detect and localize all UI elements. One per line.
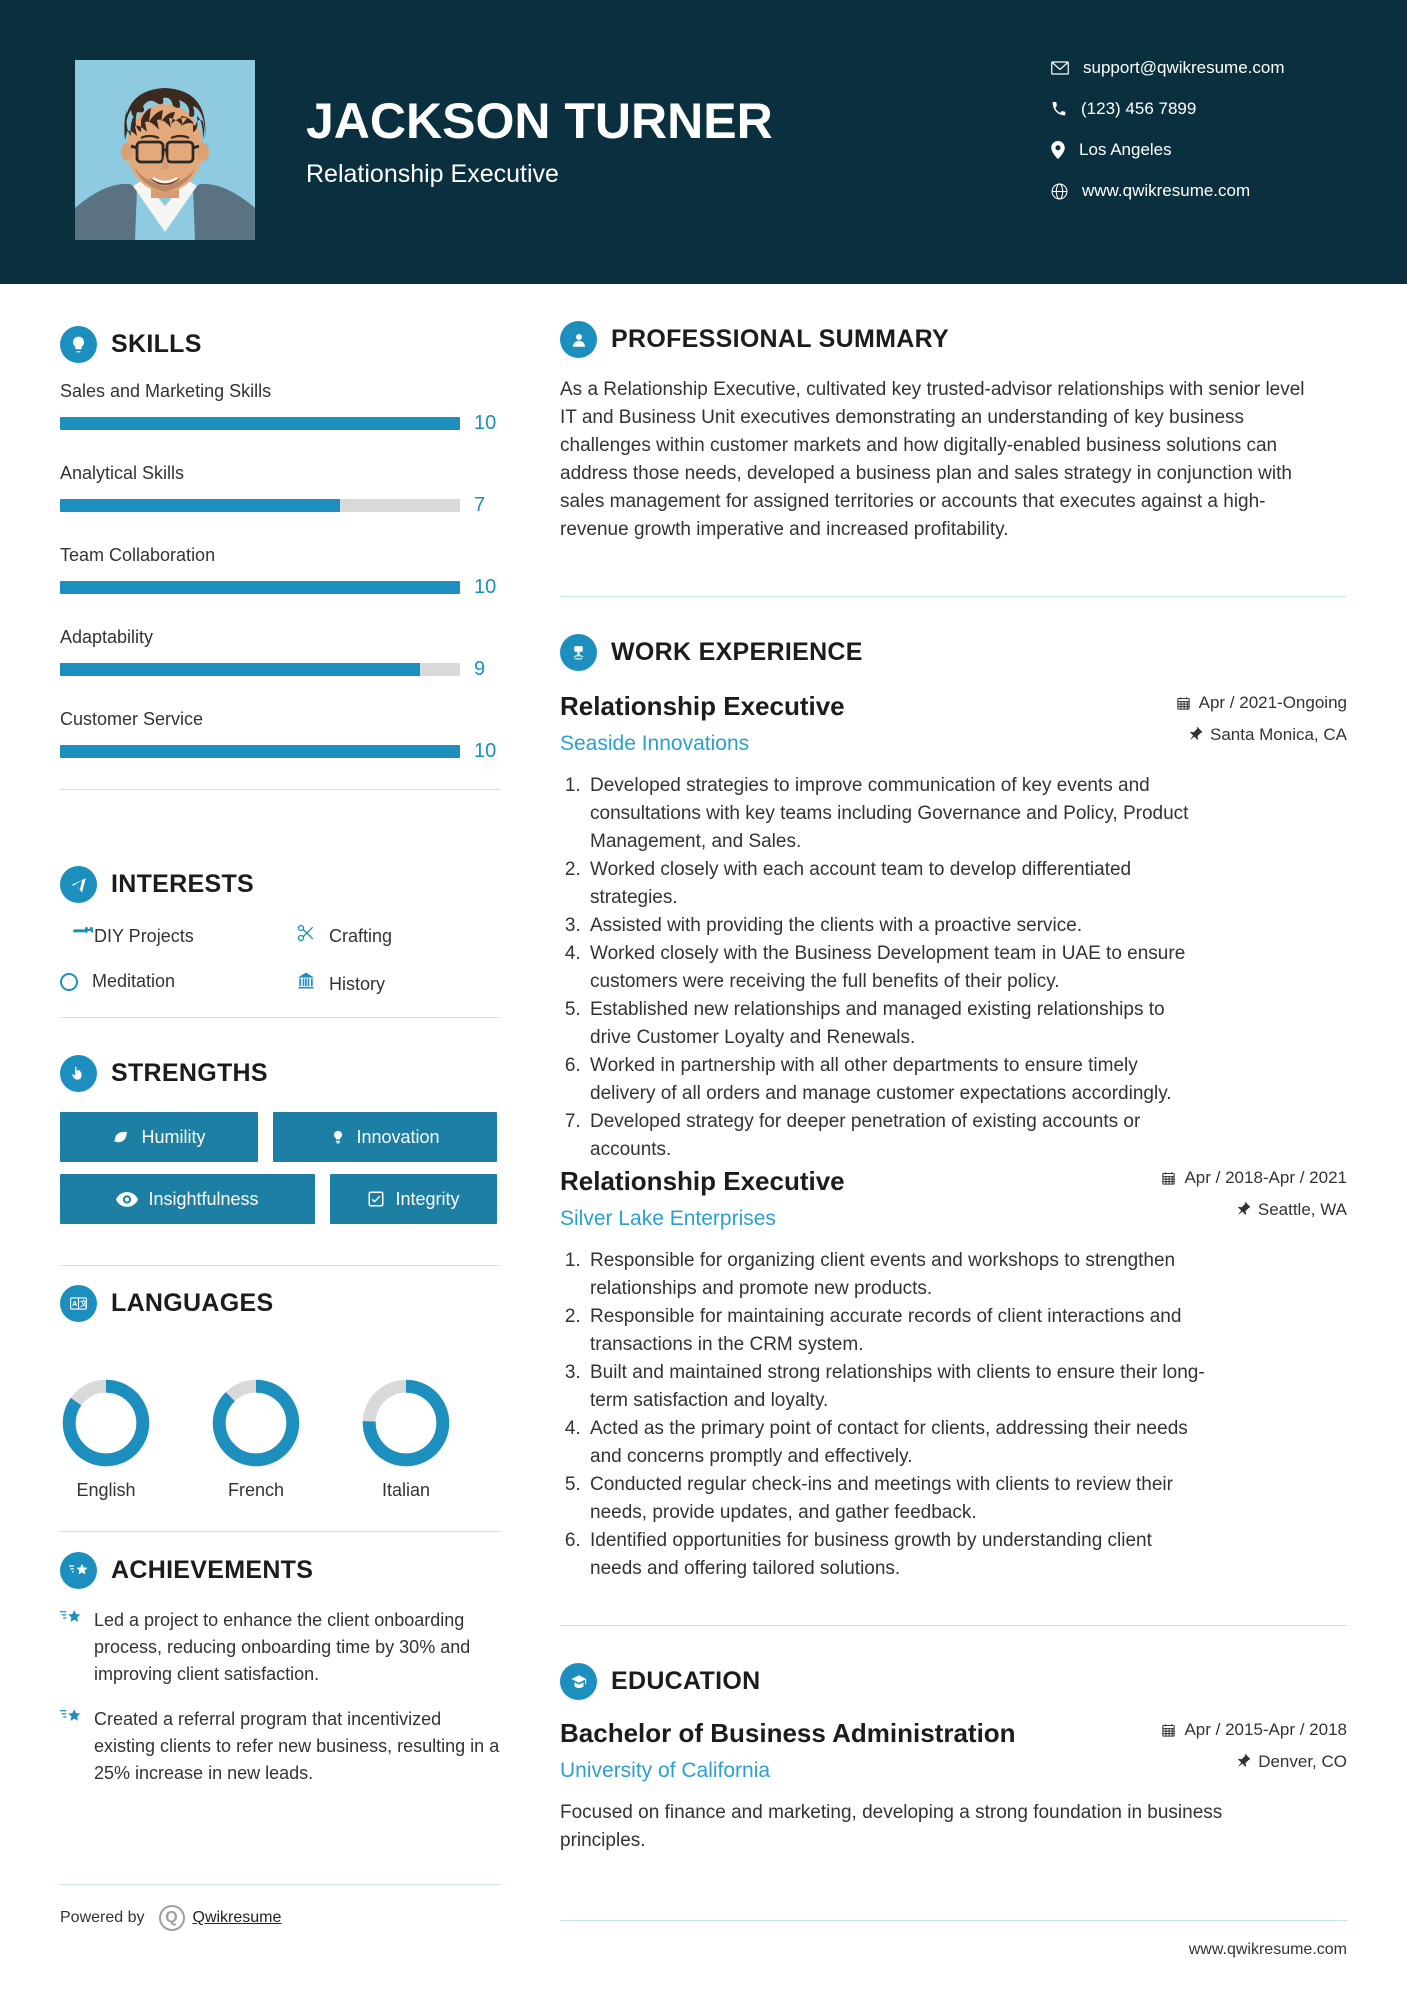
svg-text:文: 文 bbox=[80, 1299, 88, 1308]
svg-text:A: A bbox=[72, 1300, 77, 1308]
